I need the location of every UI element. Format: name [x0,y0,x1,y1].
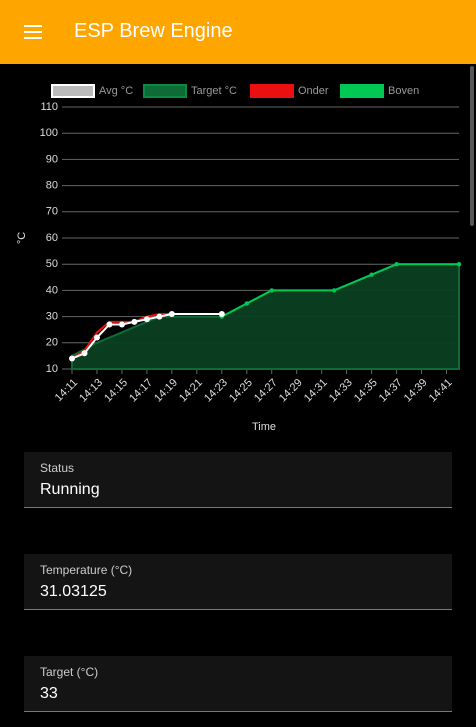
x-tick-label: 14:25 [227,377,255,405]
point [244,301,249,306]
field-value: 31.03125 [40,583,107,600]
x-tick-label: 14:13 [77,377,105,405]
x-tick-label: 14:33 [327,377,355,405]
line [71,312,222,360]
x-tick-label: 14:21 [177,377,205,405]
x-tick-label: 14:41 [427,377,455,405]
y-tick-label: 100 [40,127,58,139]
x-tick-label: 14:11 [53,377,80,404]
text-field[interactable]: Status Running [24,452,452,508]
app-bar: ESP Brew Engine [0,0,476,64]
y-tick-label: 60 [46,232,58,244]
y-tick-label: 50 [46,258,58,270]
app-title: ESP Brew Engine [74,20,233,42]
point [156,313,163,320]
point [81,350,88,357]
field-value: Running [40,481,100,498]
field-label: Target (°C) [40,665,99,679]
x-tick-label: 14:19 [152,377,180,405]
point [369,272,374,277]
x-tick-label: 14:29 [277,377,305,405]
legend-label: Target °C [191,85,237,97]
x-axis-label: Time [252,421,276,433]
legend-label: Onder [298,85,329,97]
y-tick-label: 30 [46,311,58,323]
x-tick-label: 14:17 [127,377,155,405]
field-label: Temperature (°C) [40,563,133,577]
x-tick-label: 14:39 [402,377,430,405]
menu-button[interactable] [24,25,42,43]
text-field[interactable]: Target (°C) 33 [24,656,452,712]
legend-swatch [51,84,95,98]
x-tick-label: 14:31 [302,377,330,405]
point [218,310,225,317]
field-value: 33 [40,685,58,702]
legend-swatch [340,84,384,98]
scrollbar [470,66,474,226]
point [331,288,337,293]
point [456,262,462,267]
y-tick-label: 90 [46,153,58,165]
point [106,321,113,328]
point [69,355,75,362]
point [118,321,125,328]
point [131,318,138,325]
field-label: Status [40,461,75,475]
y-tick-label: 80 [46,180,58,192]
x-tick-label: 14:37 [377,377,405,405]
x-tick-label: 14:27 [252,377,280,405]
x-tick-label: 14:15 [102,377,130,405]
y-tick-label: 40 [46,284,58,296]
legend-swatch [143,84,187,98]
y-tick-label: 20 [46,337,58,349]
legend-swatch [250,84,294,98]
y-tick-label: 110 [40,101,58,113]
point [168,310,175,317]
y-tick-label: 10 [46,363,58,375]
line [71,312,222,360]
x-tick-label: 14:35 [352,377,380,405]
chart: Time °C 10203040506070809010011014:1114:… [16,84,462,433]
x-tick-label: 14:23 [202,377,230,405]
y-axis-label: °C [16,232,28,244]
point [143,316,150,323]
text-field[interactable]: Temperature (°C) 31.03125 [24,554,452,610]
point [269,288,274,293]
legend-label: Boven [388,85,419,97]
point [93,334,100,341]
y-tick-label: 70 [46,206,58,218]
legend-label: Avg °C [99,85,133,97]
point [394,262,399,267]
